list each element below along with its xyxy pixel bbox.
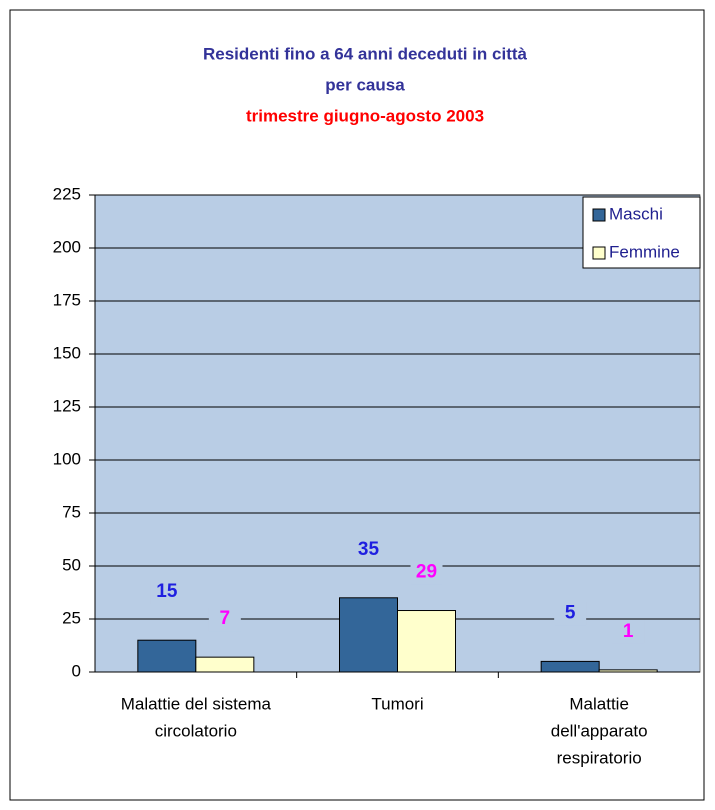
data-label: 7 bbox=[220, 608, 231, 629]
data-label-bg bbox=[554, 601, 587, 626]
data-label-bg bbox=[150, 580, 183, 605]
x-tick-label: Malattie del sistema bbox=[121, 694, 272, 713]
y-tick-label: 125 bbox=[53, 396, 81, 415]
data-label-bg bbox=[352, 537, 385, 562]
y-tick-label: 200 bbox=[53, 237, 81, 256]
y-tick-label: 225 bbox=[53, 184, 81, 203]
bar bbox=[397, 610, 456, 673]
data-label-bg bbox=[612, 619, 645, 644]
y-tick-label: 25 bbox=[62, 608, 81, 627]
bar bbox=[540, 660, 600, 673]
legend-swatch bbox=[592, 246, 606, 260]
legend-swatch bbox=[592, 208, 606, 222]
x-tick-label: dell'apparato bbox=[551, 721, 648, 740]
data-label: 35 bbox=[358, 539, 380, 560]
legend-label: Femmine bbox=[609, 242, 680, 261]
plot-area bbox=[94, 194, 701, 673]
bar bbox=[137, 639, 197, 673]
y-tick-label: 100 bbox=[53, 449, 81, 468]
data-label-bg bbox=[208, 607, 241, 632]
data-label-bg bbox=[410, 560, 443, 585]
x-tick-label: Malattie bbox=[569, 694, 629, 713]
data-label: 15 bbox=[156, 581, 178, 602]
y-tick-label: 150 bbox=[53, 343, 81, 362]
bar bbox=[339, 597, 398, 673]
y-tick-label: 50 bbox=[62, 555, 81, 574]
x-tick-label: Tumori bbox=[371, 694, 423, 713]
y-tick-label: 0 bbox=[72, 661, 81, 680]
bar bbox=[195, 656, 255, 673]
x-tick-label: respiratorio bbox=[557, 748, 642, 767]
data-label: 5 bbox=[565, 602, 576, 623]
data-label: 29 bbox=[416, 562, 437, 583]
chart-title: Residenti fino a 64 anni deceduti in cit… bbox=[203, 44, 528, 63]
legend-label: Maschi bbox=[609, 204, 663, 223]
y-tick-label: 175 bbox=[53, 290, 81, 309]
bar bbox=[598, 669, 658, 673]
y-tick-label: 75 bbox=[62, 502, 81, 521]
chart-subtitle: trimestre giugno-agosto 2003 bbox=[246, 106, 484, 125]
x-tick-label: circolatorio bbox=[155, 721, 237, 740]
data-label: 1 bbox=[623, 621, 634, 642]
chart-title: per causa bbox=[325, 75, 405, 94]
